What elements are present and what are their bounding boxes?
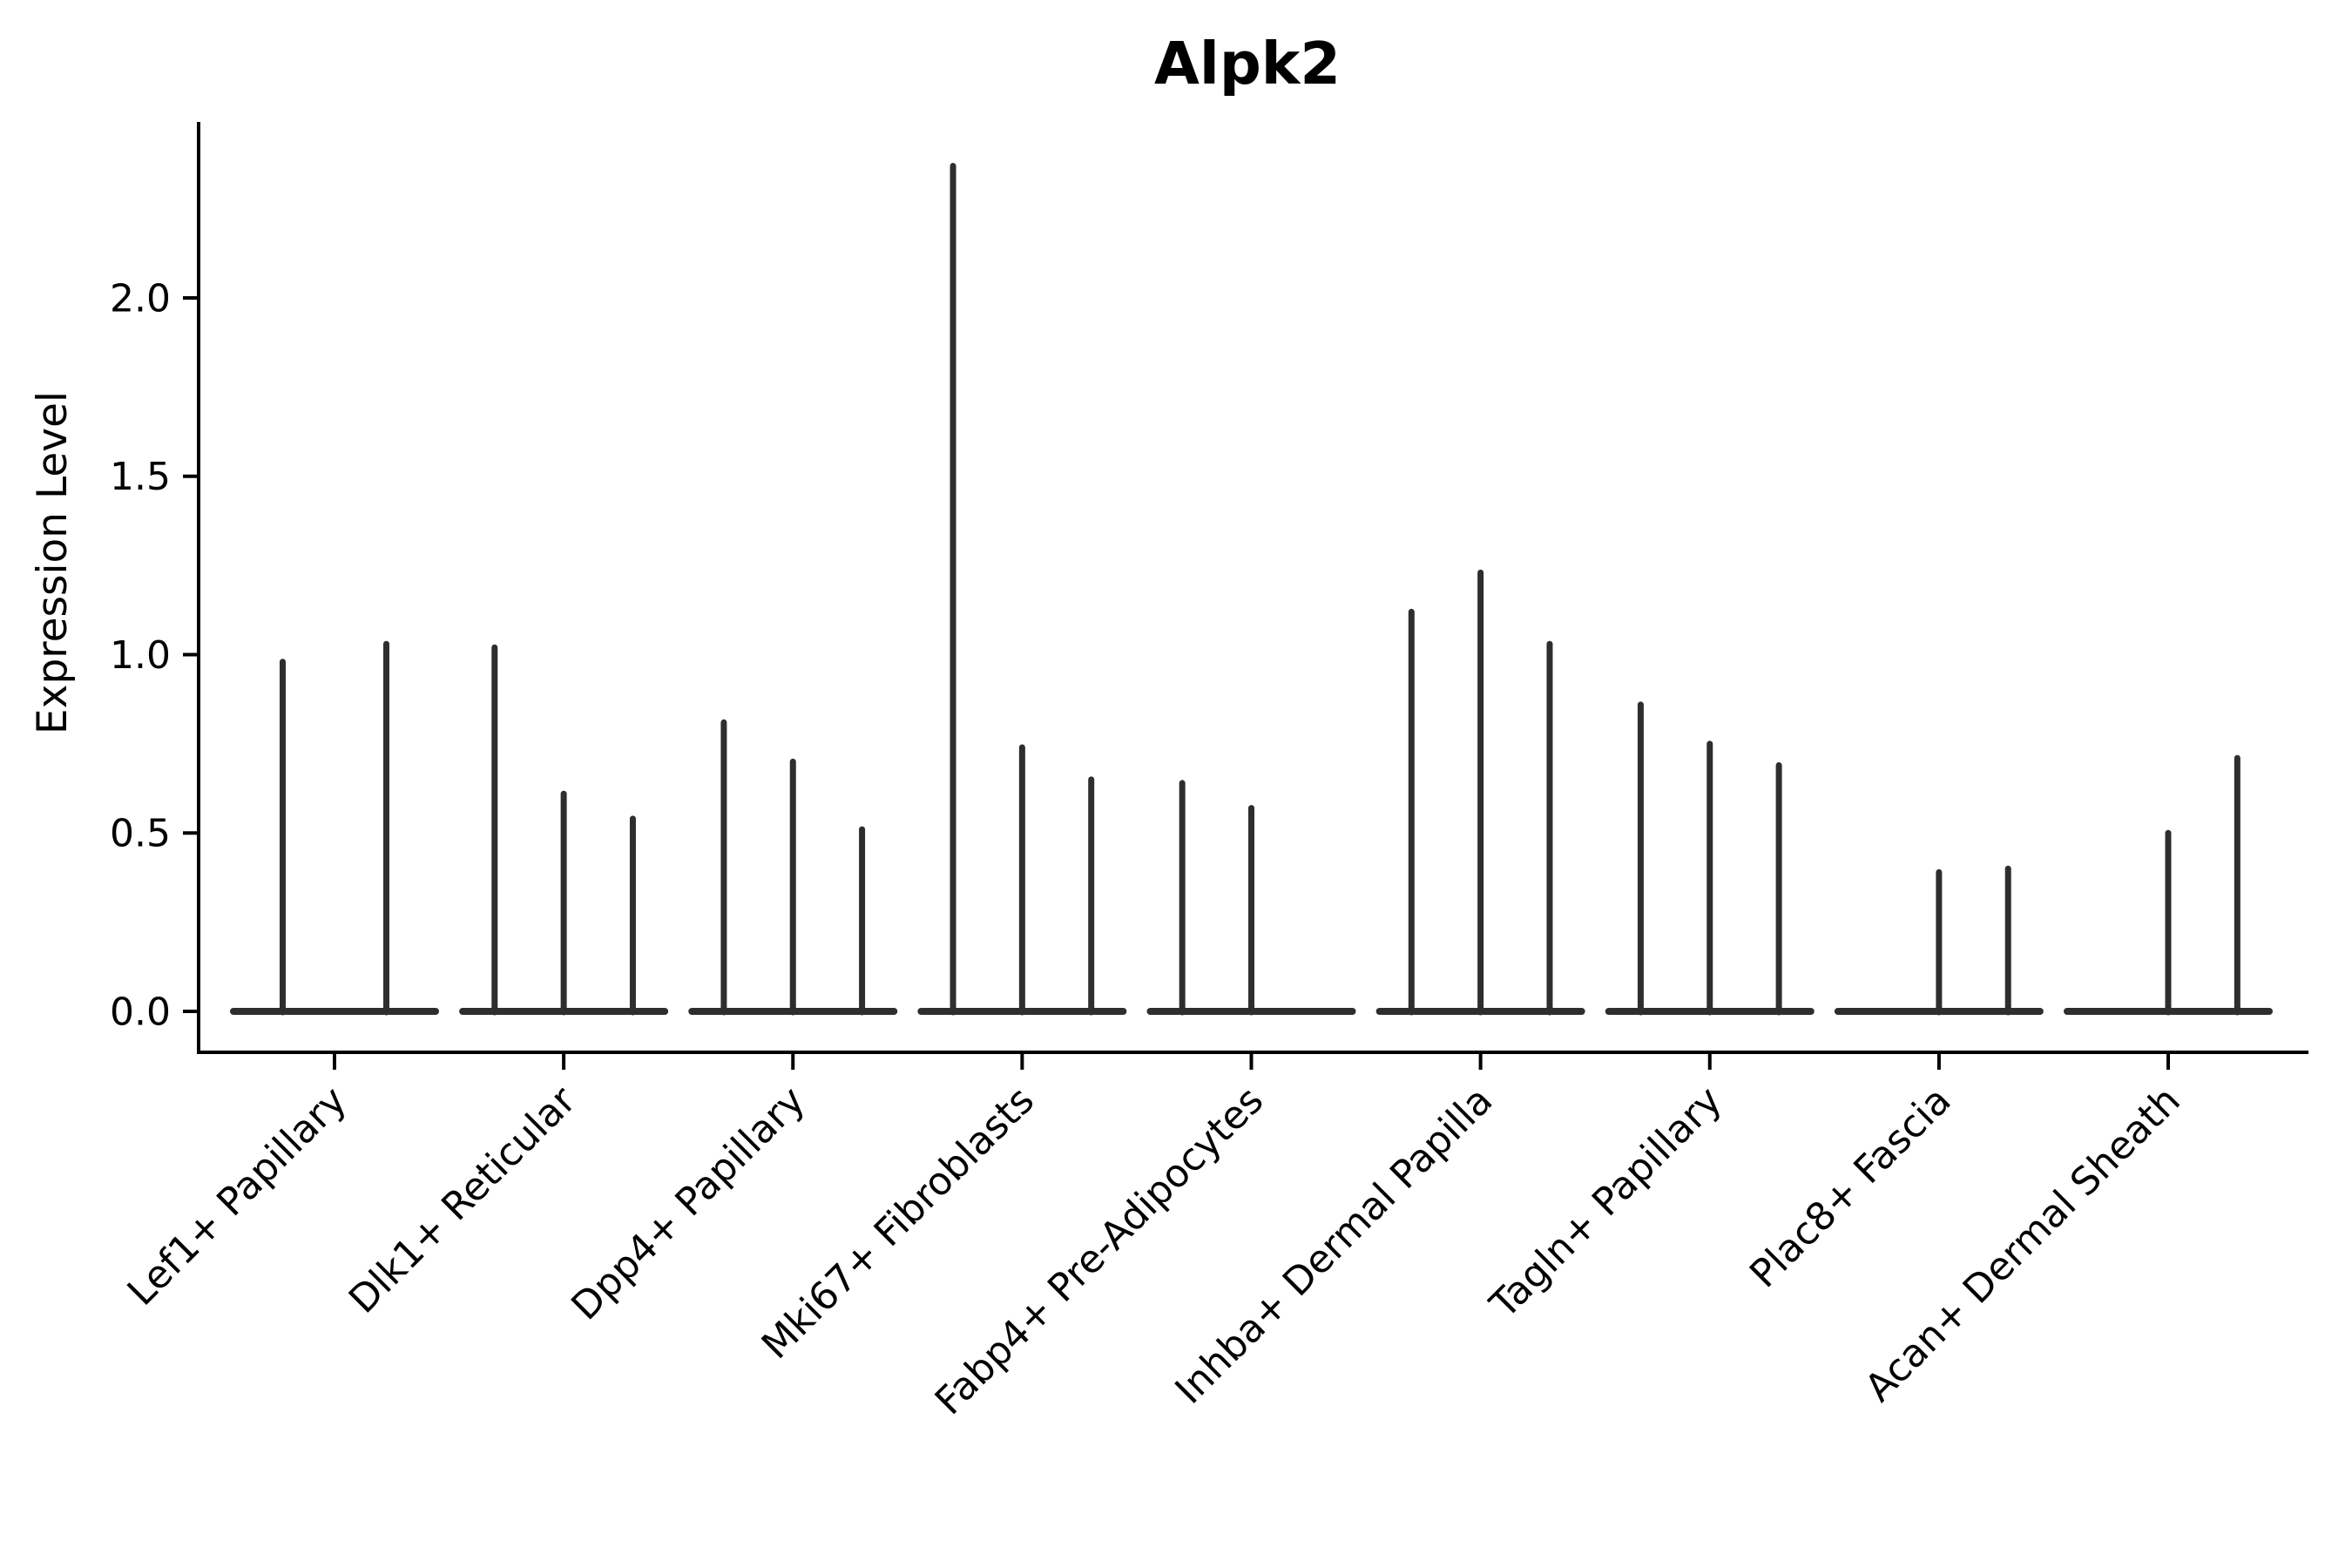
y-tick-label: 0.0	[110, 990, 171, 1034]
y-axis-label: Expression Level	[29, 391, 77, 734]
y-tick-label: 0.5	[110, 812, 171, 856]
category-label: Dpp4+ Papillary	[563, 1078, 814, 1329]
y-tick-label: 1.5	[110, 455, 171, 499]
y-tick-label: 1.0	[110, 633, 171, 678]
category-label: Plac8+ Fascia	[1741, 1078, 1960, 1297]
chart-title: Alpk2	[1154, 30, 1341, 98]
category-label: Lef1+ Papillary	[119, 1078, 355, 1315]
y-tick-label: 2.0	[110, 276, 171, 321]
category-label: Tagln+ Papillary	[1481, 1078, 1730, 1328]
category-label: Dlk1+ Reticular	[341, 1078, 585, 1322]
